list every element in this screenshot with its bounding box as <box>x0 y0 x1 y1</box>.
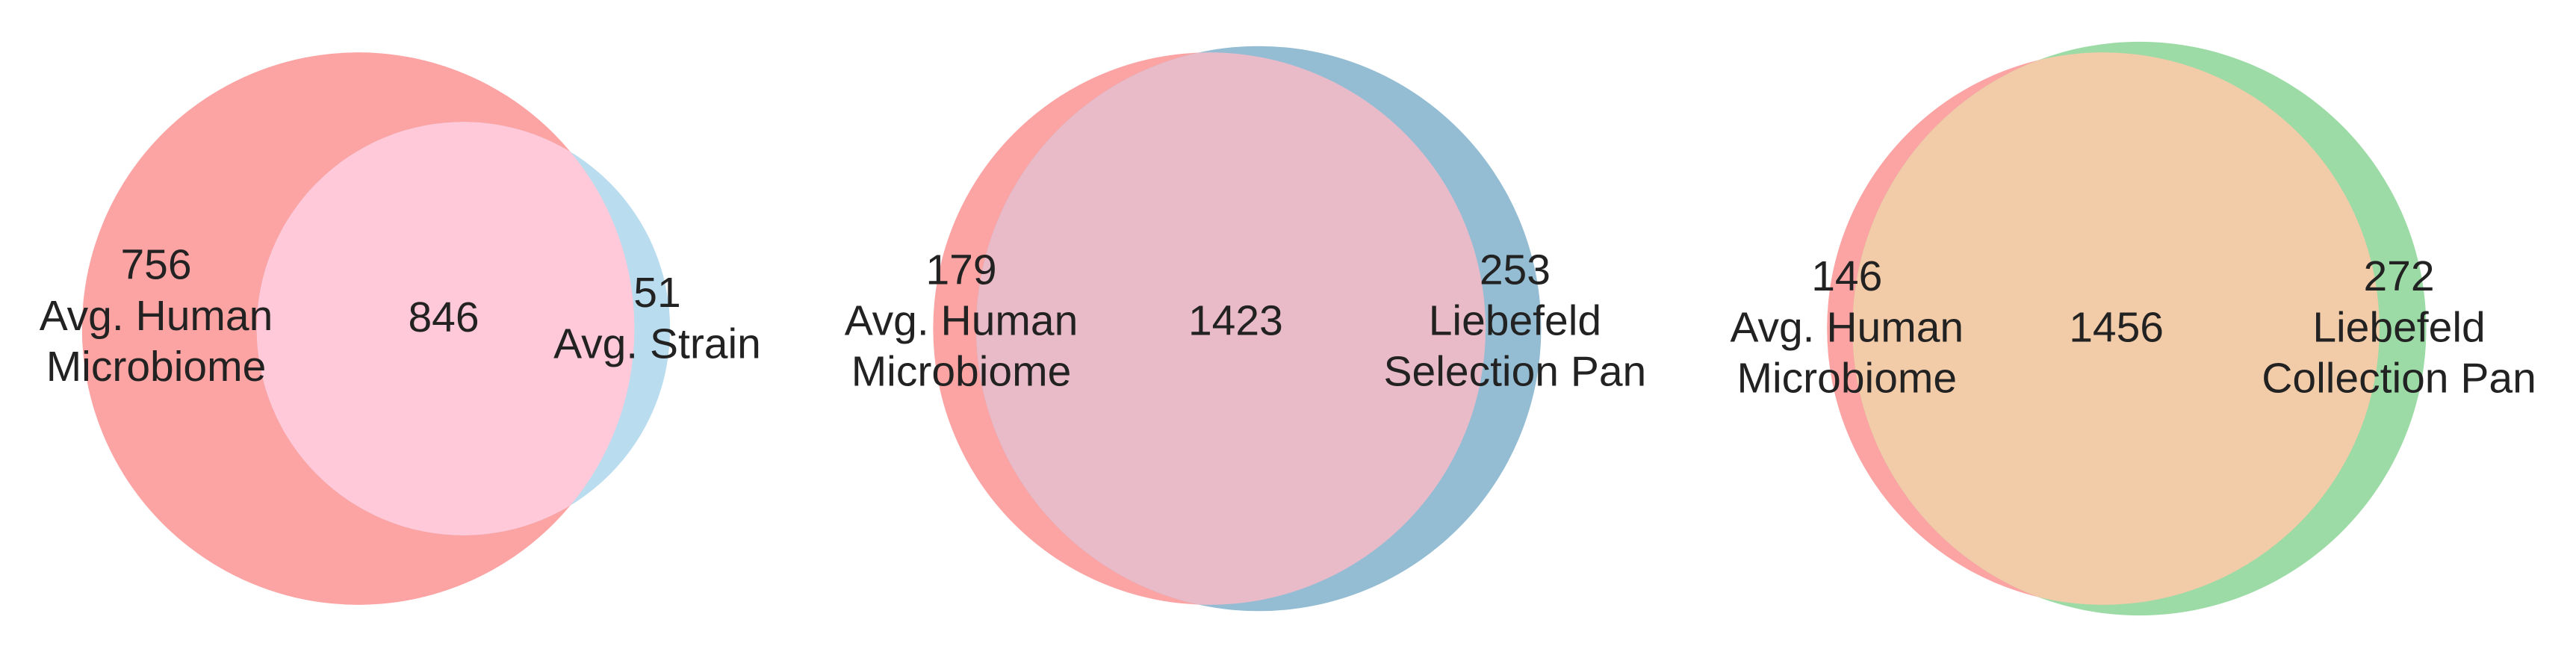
count-label: 756 <box>120 241 191 289</box>
count-label: 179 <box>925 246 996 294</box>
count-label: 272 <box>2363 252 2434 300</box>
set-label: Liebefeld <box>1429 296 1601 344</box>
set-label: Collection Pan <box>2262 354 2536 402</box>
set-label: Microbiome <box>1737 354 1958 402</box>
set-label: Selection Pan <box>1384 348 1647 396</box>
count-label: 1423 <box>1188 296 1283 344</box>
set-label: Microbiome <box>851 348 1072 396</box>
count-label: 253 <box>1480 246 1551 294</box>
overlap-region <box>975 52 1486 605</box>
set-label: Avg. Human <box>40 292 273 340</box>
count-label: 51 <box>633 269 680 317</box>
count-label: 846 <box>408 294 479 341</box>
set-label: Avg. Human <box>1730 303 1964 351</box>
set-label: Avg. Strain <box>553 320 761 367</box>
set-label: Avg. Human <box>845 296 1078 344</box>
set-label: Liebefeld <box>2312 303 2485 351</box>
overlap-region <box>256 122 635 535</box>
overlap-region <box>1852 52 2380 605</box>
set-label: Microbiome <box>46 343 267 391</box>
count-label: 1456 <box>2069 303 2164 351</box>
count-label: 146 <box>1811 252 1882 300</box>
